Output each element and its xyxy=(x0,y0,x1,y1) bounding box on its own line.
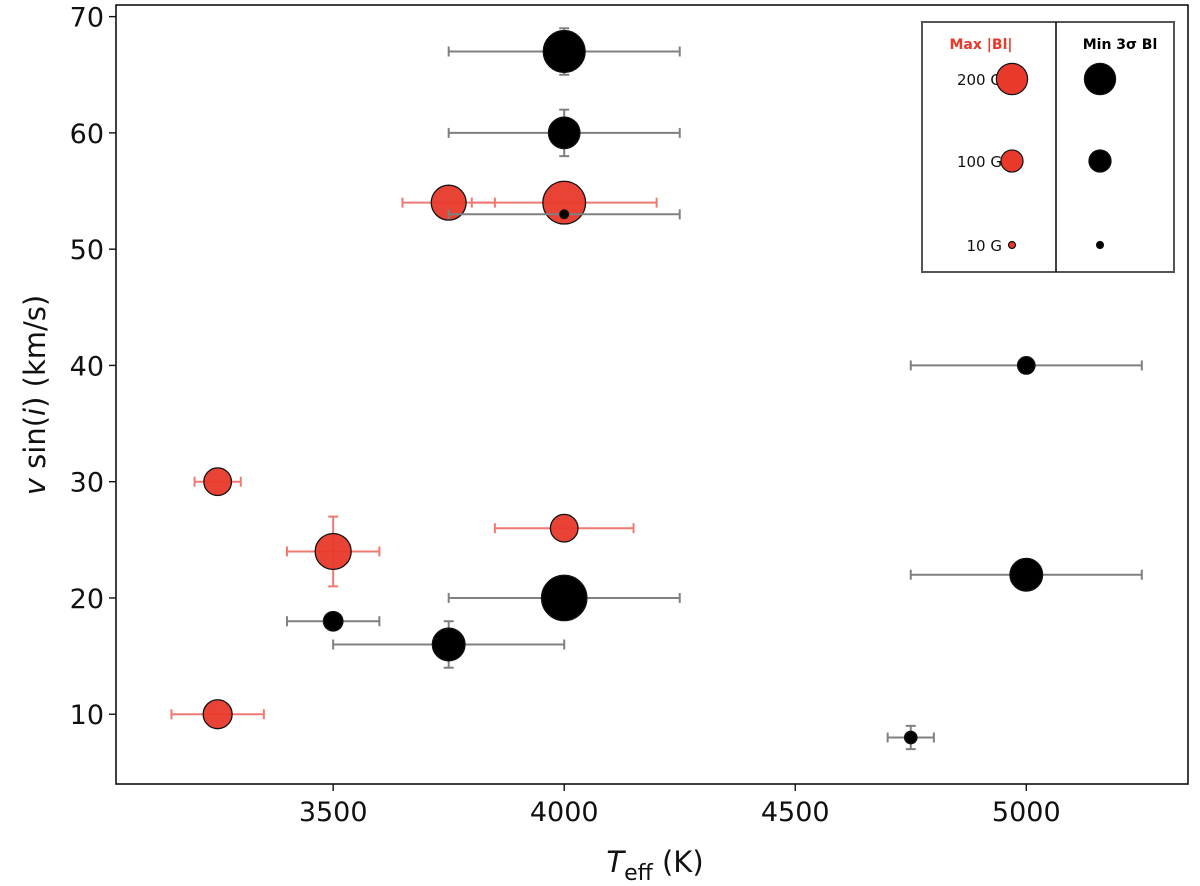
legend-col2-title: Min 3σ Bl xyxy=(1083,37,1158,53)
legend-col1-title: Max |Bl| xyxy=(950,37,1013,53)
x-tick-label: 5000 xyxy=(992,797,1061,828)
data-point xyxy=(322,610,344,632)
x-tick-label: 4500 xyxy=(761,797,830,828)
series-min-3sigma-bl xyxy=(285,27,1143,751)
svg-text:v sin(i) (km/s): v sin(i) (km/s) xyxy=(18,295,52,495)
data-point xyxy=(1016,356,1036,375)
legend-marker-min-3sigma-bl xyxy=(1088,149,1112,173)
legend-box xyxy=(921,21,1175,273)
data-point xyxy=(431,627,466,662)
data-point xyxy=(540,574,588,622)
data-point xyxy=(549,513,579,543)
legend-marker-max-bl xyxy=(995,62,1029,96)
y-tick-label: 20 xyxy=(70,584,104,615)
data-point xyxy=(547,116,581,150)
legend-marker-min-3sigma-bl xyxy=(1095,240,1105,250)
y-axis-label-i: i xyxy=(18,408,52,416)
data-point xyxy=(202,699,233,730)
y-axis-label: v sin(i) (km/s) xyxy=(18,295,52,495)
legend: Max |Bl| Min 3σ Bl 200 G 100 G 10 G xyxy=(921,21,1175,273)
data-point xyxy=(542,29,586,74)
y-tick-label: 50 xyxy=(70,235,104,266)
y-tick-label: 40 xyxy=(70,351,104,382)
x-axis-label: Teff (K) xyxy=(606,845,703,886)
y-tick-label: 30 xyxy=(70,468,104,499)
legend-marker-max-bl xyxy=(1000,149,1024,173)
data-point xyxy=(430,184,467,221)
x-tick-label: 4000 xyxy=(530,797,599,828)
legend-size-label: 100 G xyxy=(957,153,1002,171)
data-point xyxy=(1009,557,1044,592)
legend-size-label: 200 G xyxy=(957,71,1002,89)
y-tick-label: 70 xyxy=(70,3,104,34)
y-axis-label-v: v xyxy=(18,477,52,495)
x-axis-label-main: T xyxy=(606,845,626,879)
data-point xyxy=(314,532,352,571)
x-axis-label-unit: (K) xyxy=(653,845,704,879)
series-max-bl xyxy=(170,180,658,730)
plot-frame xyxy=(115,4,1189,785)
data-point xyxy=(203,467,233,497)
x-axis-label-sub: eff xyxy=(624,861,654,886)
y-tick-label: 10 xyxy=(70,700,104,731)
y-axis-label-sin: sin( xyxy=(18,416,52,478)
x-tick-label: 3500 xyxy=(299,797,368,828)
data-point xyxy=(903,730,918,745)
y-axis-label-rest: ) (km/s) xyxy=(18,295,52,408)
data-point xyxy=(559,209,570,220)
svg-text:Teff (K): Teff (K) xyxy=(606,845,703,886)
legend-marker-max-bl xyxy=(1007,240,1017,250)
legend-marker-min-3sigma-bl xyxy=(1083,62,1117,96)
legend-size-label: 10 G xyxy=(967,237,1002,255)
y-tick-label: 60 xyxy=(70,119,104,150)
